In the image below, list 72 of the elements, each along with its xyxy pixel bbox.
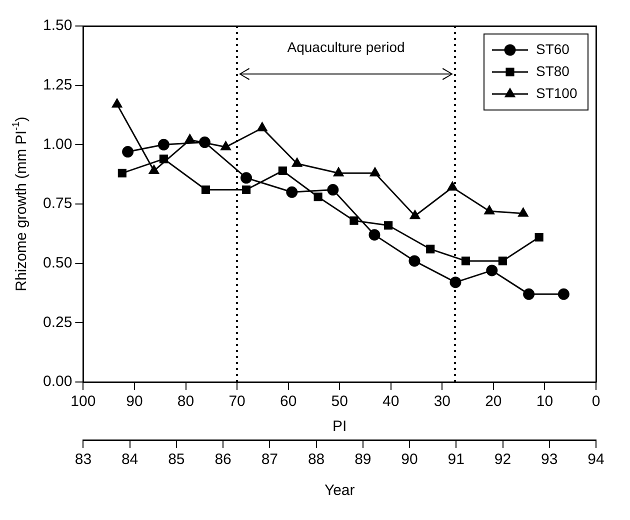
x2-tick-label: 93 bbox=[541, 451, 558, 468]
x-axis-title: PI bbox=[332, 418, 347, 436]
y-tick-label: 1.50 bbox=[42, 17, 72, 34]
point bbox=[518, 208, 528, 217]
point bbox=[292, 158, 302, 167]
point bbox=[447, 182, 458, 191]
point bbox=[426, 244, 435, 254]
point bbox=[148, 165, 160, 174]
x2-tick-label: 91 bbox=[448, 451, 464, 468]
legend-label: ST60 bbox=[536, 40, 570, 57]
x2-axis-title: Year bbox=[324, 482, 355, 500]
point bbox=[410, 210, 420, 220]
point bbox=[240, 172, 252, 184]
legend-label: ST100 bbox=[536, 84, 578, 101]
point bbox=[558, 288, 570, 300]
x2-tick-label: 83 bbox=[74, 451, 92, 468]
x-tick-label: 0 bbox=[592, 393, 600, 410]
annotation: Aquaculture period bbox=[287, 38, 405, 55]
y-tick-label: 0.25 bbox=[42, 314, 72, 331]
point bbox=[278, 166, 287, 176]
x2-tick-label: 84 bbox=[121, 451, 138, 468]
y-tick-label: 1.00 bbox=[42, 136, 72, 153]
point bbox=[486, 264, 498, 276]
x2-tick-label: 94 bbox=[588, 451, 604, 468]
point bbox=[408, 255, 420, 267]
x-tick-label: 40 bbox=[382, 393, 400, 410]
point bbox=[122, 146, 134, 158]
point bbox=[523, 288, 535, 300]
y-tick-label: 1.25 bbox=[42, 76, 72, 94]
x2-tick-label: 92 bbox=[494, 451, 512, 468]
point bbox=[257, 122, 268, 132]
point bbox=[198, 136, 210, 148]
x-tick-label: 30 bbox=[434, 393, 450, 410]
point bbox=[350, 216, 358, 225]
point bbox=[327, 184, 339, 196]
point bbox=[370, 167, 380, 176]
y-axis-title: Rhizome growth (mm PI-1) bbox=[10, 116, 30, 292]
x2-tick-label: 86 bbox=[214, 451, 232, 468]
x2-tick-label: 85 bbox=[168, 451, 185, 468]
x2-tick-label: 87 bbox=[261, 451, 278, 468]
point bbox=[368, 229, 380, 241]
point bbox=[450, 276, 462, 288]
x-tick-label: 50 bbox=[331, 393, 348, 410]
x-tick-label: 70 bbox=[228, 393, 246, 410]
point bbox=[498, 256, 507, 266]
point bbox=[242, 185, 251, 194]
point bbox=[333, 167, 344, 176]
x-tick-label: 20 bbox=[485, 393, 502, 410]
y-tick-label: 0.00 bbox=[42, 373, 72, 390]
point bbox=[158, 138, 170, 150]
x2-tick-label: 89 bbox=[354, 451, 372, 468]
x-tick-label: 80 bbox=[177, 393, 194, 410]
y-tick-label: 0.50 bbox=[42, 254, 72, 272]
legend-label: ST80 bbox=[536, 62, 570, 79]
x2-tick-label: 88 bbox=[308, 451, 325, 468]
y-tick-label: 0.75 bbox=[42, 195, 72, 212]
point bbox=[314, 192, 322, 202]
point bbox=[159, 154, 168, 164]
x-tick-label: 100 bbox=[70, 393, 96, 410]
x-tick-label: 10 bbox=[536, 393, 554, 410]
point bbox=[484, 205, 494, 214]
point bbox=[384, 221, 393, 230]
x2-tick-label: 90 bbox=[401, 451, 418, 468]
point bbox=[118, 168, 126, 178]
point bbox=[461, 256, 470, 266]
point bbox=[286, 186, 298, 198]
point bbox=[201, 185, 210, 194]
x-tick-label: 90 bbox=[126, 393, 143, 410]
x-tick-label: 60 bbox=[280, 393, 297, 410]
point bbox=[112, 98, 122, 108]
point bbox=[220, 141, 231, 150]
point bbox=[534, 232, 544, 242]
